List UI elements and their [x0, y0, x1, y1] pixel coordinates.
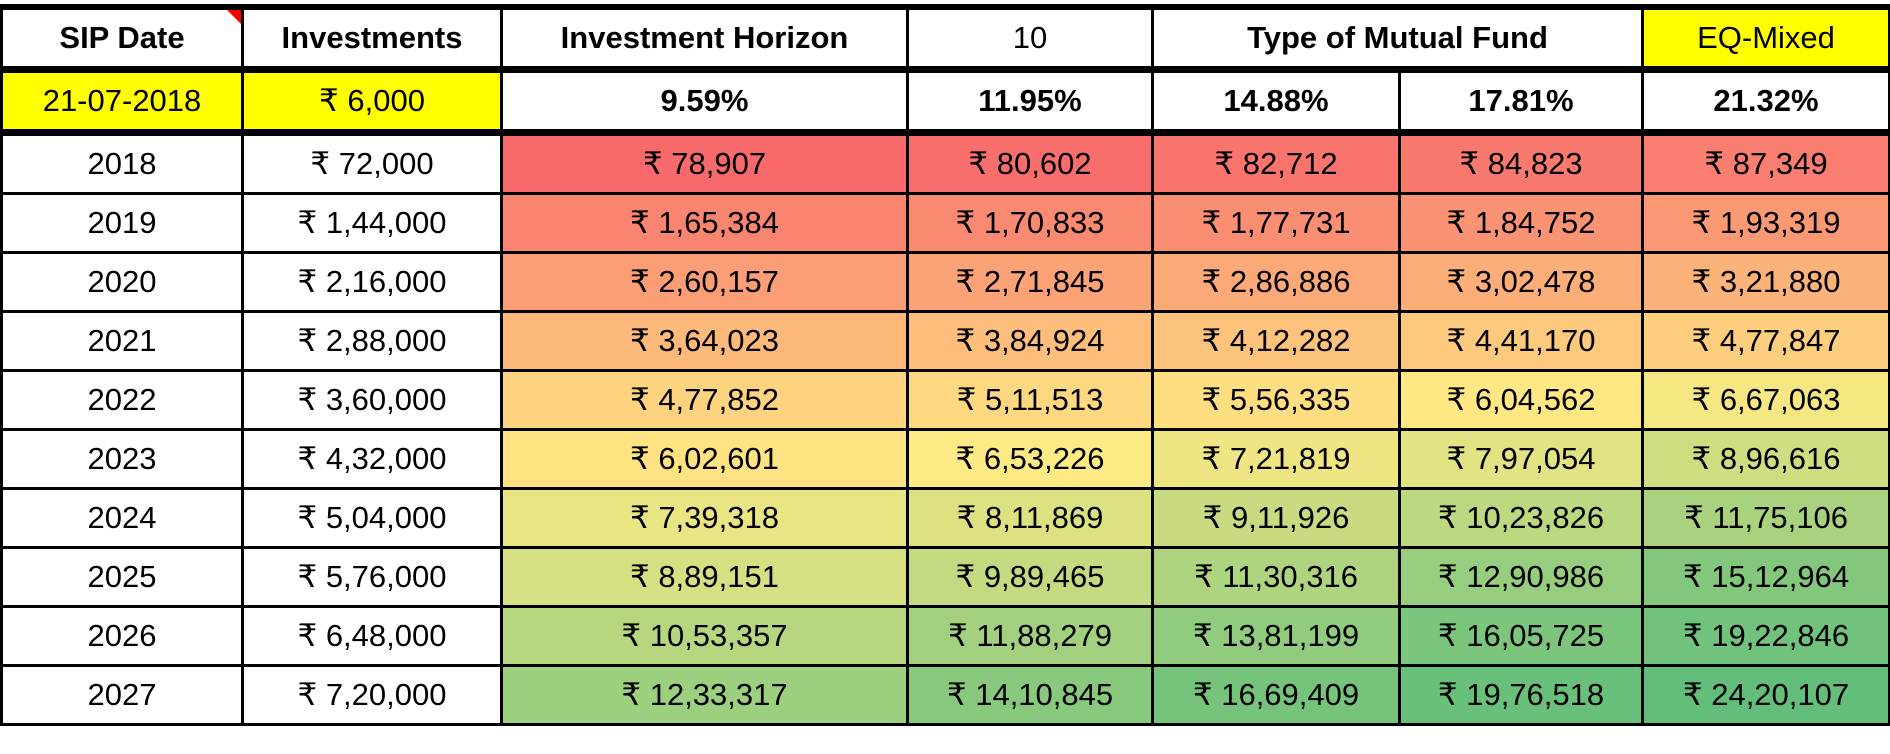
value-cell[interactable]: ₹ 24,20,107	[1641, 664, 1890, 726]
value-cell[interactable]: ₹ 4,77,852	[500, 369, 909, 431]
value-cell[interactable]: ₹ 6,53,226	[906, 428, 1154, 490]
value-cell[interactable]: ₹ 3,21,880	[1641, 251, 1890, 313]
invested-cell[interactable]: ₹ 6,48,000	[241, 605, 503, 667]
value-cell[interactable]: ₹ 1,77,731	[1151, 192, 1401, 254]
value-cell[interactable]: ₹ 15,12,964	[1641, 546, 1890, 608]
table-row: 2025 ₹ 5,76,000 ₹ 8,89,151 ₹ 9,89,465 ₹ 11,3…	[0, 546, 1890, 608]
invested-cell[interactable]: ₹ 5,76,000	[241, 546, 503, 608]
value-cell[interactable]: ₹ 4,12,282	[1151, 310, 1401, 372]
table-row: 2019 ₹ 1,44,000 ₹ 1,65,384 ₹ 1,70,833 ₹ 1,77…	[0, 192, 1890, 254]
value-cell[interactable]: ₹ 1,84,752	[1398, 192, 1644, 254]
value-cell[interactable]: ₹ 4,77,847	[1641, 310, 1890, 372]
value-cell[interactable]: ₹ 5,11,513	[906, 369, 1154, 431]
rate-cell[interactable]: 9.59%	[500, 68, 909, 136]
year-cell[interactable]: 2018	[0, 131, 244, 195]
horizon-header[interactable]: Investment Horizon	[500, 4, 909, 73]
sip-date-label: SIP Date	[59, 20, 185, 55]
sip-date-value[interactable]: 21-07-2018	[0, 68, 244, 136]
year-cell[interactable]: 2024	[0, 487, 244, 549]
value-cell[interactable]: ₹ 87,349	[1641, 131, 1890, 195]
rate-cell[interactable]: 14.88%	[1151, 68, 1401, 136]
year-cell[interactable]: 2026	[0, 605, 244, 667]
value-cell[interactable]: ₹ 2,60,157	[500, 251, 909, 313]
value-cell[interactable]: ₹ 6,04,562	[1398, 369, 1644, 431]
value-cell[interactable]: ₹ 2,71,845	[906, 251, 1154, 313]
table-row: 2024 ₹ 5,04,000 ₹ 7,39,318 ₹ 8,11,869 ₹ 9,11…	[0, 487, 1890, 549]
invested-cell[interactable]: ₹ 72,000	[241, 131, 503, 195]
investments-header[interactable]: Investments	[241, 4, 503, 73]
value-cell[interactable]: ₹ 19,76,518	[1398, 664, 1644, 726]
value-cell[interactable]: ₹ 11,88,279	[906, 605, 1154, 667]
invested-cell[interactable]: ₹ 7,20,000	[241, 664, 503, 726]
year-cell[interactable]: 2021	[0, 310, 244, 372]
rate-cell[interactable]: 21.32%	[1641, 68, 1890, 136]
value-cell[interactable]: ₹ 1,65,384	[500, 192, 909, 254]
value-cell[interactable]: ₹ 13,81,199	[1151, 605, 1401, 667]
value-cell[interactable]: ₹ 6,02,601	[500, 428, 909, 490]
value-cell[interactable]: ₹ 5,56,335	[1151, 369, 1401, 431]
table-row: 2027 ₹ 7,20,000 ₹ 12,33,317 ₹ 14,10,845 ₹ 16…	[0, 664, 1890, 726]
value-cell[interactable]: ₹ 11,75,106	[1641, 487, 1890, 549]
year-cell[interactable]: 2025	[0, 546, 244, 608]
value-cell[interactable]: ₹ 84,823	[1398, 131, 1644, 195]
header-row: SIP Date Investments Investment Horizon …	[0, 4, 1890, 73]
value-cell[interactable]: ₹ 12,33,317	[500, 664, 909, 726]
value-cell[interactable]: ₹ 10,53,357	[500, 605, 909, 667]
sip-date-header[interactable]: SIP Date	[0, 4, 244, 73]
year-cell[interactable]: 2023	[0, 428, 244, 490]
year-cell[interactable]: 2020	[0, 251, 244, 313]
value-cell[interactable]: ₹ 7,21,819	[1151, 428, 1401, 490]
year-cell[interactable]: 2022	[0, 369, 244, 431]
value-cell[interactable]: ₹ 82,712	[1151, 131, 1401, 195]
value-cell[interactable]: ₹ 80,602	[906, 131, 1154, 195]
year-cell[interactable]: 2019	[0, 192, 244, 254]
value-cell[interactable]: ₹ 9,11,926	[1151, 487, 1401, 549]
value-cell[interactable]: ₹ 14,10,845	[906, 664, 1154, 726]
invested-cell[interactable]: ₹ 2,88,000	[241, 310, 503, 372]
value-cell[interactable]: ₹ 9,89,465	[906, 546, 1154, 608]
year-cell[interactable]: 2027	[0, 664, 244, 726]
table-row: 2018 ₹ 72,000 ₹ 78,907 ₹ 80,602 ₹ 82,712 ₹ 84…	[0, 131, 1890, 195]
table-row: 2021 ₹ 2,88,000 ₹ 3,64,023 ₹ 3,84,924 ₹ 4,12…	[0, 310, 1890, 372]
table-row: 2020 ₹ 2,16,000 ₹ 2,60,157 ₹ 2,71,845 ₹ 2,86…	[0, 251, 1890, 313]
value-cell[interactable]: ₹ 10,23,826	[1398, 487, 1644, 549]
monthly-investment-value[interactable]: ₹ 6,000	[241, 68, 503, 136]
comment-indicator-icon[interactable]	[227, 12, 240, 24]
value-cell[interactable]: ₹ 6,67,063	[1641, 369, 1890, 431]
invested-cell[interactable]: ₹ 1,44,000	[241, 192, 503, 254]
value-cell[interactable]: ₹ 3,02,478	[1398, 251, 1644, 313]
value-cell[interactable]: ₹ 7,97,054	[1398, 428, 1644, 490]
value-cell[interactable]: ₹ 8,11,869	[906, 487, 1154, 549]
value-cell[interactable]: ₹ 11,30,316	[1151, 546, 1401, 608]
value-cell[interactable]: ₹ 1,93,319	[1641, 192, 1890, 254]
value-cell[interactable]: ₹ 3,64,023	[500, 310, 909, 372]
invested-cell[interactable]: ₹ 3,60,000	[241, 369, 503, 431]
invested-cell[interactable]: ₹ 2,16,000	[241, 251, 503, 313]
table-row: 2023 ₹ 4,32,000 ₹ 6,02,601 ₹ 6,53,226 ₹ 7,21…	[0, 428, 1890, 490]
value-cell[interactable]: ₹ 3,84,924	[906, 310, 1154, 372]
value-cell[interactable]: ₹ 16,05,725	[1398, 605, 1644, 667]
rate-cell[interactable]: 11.95%	[906, 68, 1154, 136]
value-cell[interactable]: ₹ 12,90,986	[1398, 546, 1644, 608]
value-cell[interactable]: ₹ 1,70,833	[906, 192, 1154, 254]
value-cell[interactable]: ₹ 8,89,151	[500, 546, 909, 608]
fund-type-value[interactable]: EQ-Mixed	[1641, 4, 1890, 73]
value-cell[interactable]: ₹ 4,41,170	[1398, 310, 1644, 372]
invested-cell[interactable]: ₹ 4,32,000	[241, 428, 503, 490]
rate-cell[interactable]: 17.81%	[1398, 68, 1644, 136]
value-cell[interactable]: ₹ 78,907	[500, 131, 909, 195]
table-row: 2022 ₹ 3,60,000 ₹ 4,77,852 ₹ 5,11,513 ₹ 5,56…	[0, 369, 1890, 431]
table-row: 2026 ₹ 6,48,000 ₹ 10,53,357 ₹ 11,88,279 ₹ 13…	[0, 605, 1890, 667]
sip-table: SIP Date Investments Investment Horizon …	[0, 4, 1890, 726]
horizon-value[interactable]: 10	[906, 4, 1154, 73]
value-cell[interactable]: ₹ 19,22,846	[1641, 605, 1890, 667]
value-cell[interactable]: ₹ 8,96,616	[1641, 428, 1890, 490]
fund-type-header[interactable]: Type of Mutual Fund	[1151, 4, 1644, 73]
value-cell[interactable]: ₹ 16,69,409	[1151, 664, 1401, 726]
invested-cell[interactable]: ₹ 5,04,000	[241, 487, 503, 549]
params-row: 21-07-2018 ₹ 6,000 9.59% 11.95% 14.88% 1…	[0, 68, 1890, 136]
value-cell[interactable]: ₹ 7,39,318	[500, 487, 909, 549]
value-cell[interactable]: ₹ 2,86,886	[1151, 251, 1401, 313]
